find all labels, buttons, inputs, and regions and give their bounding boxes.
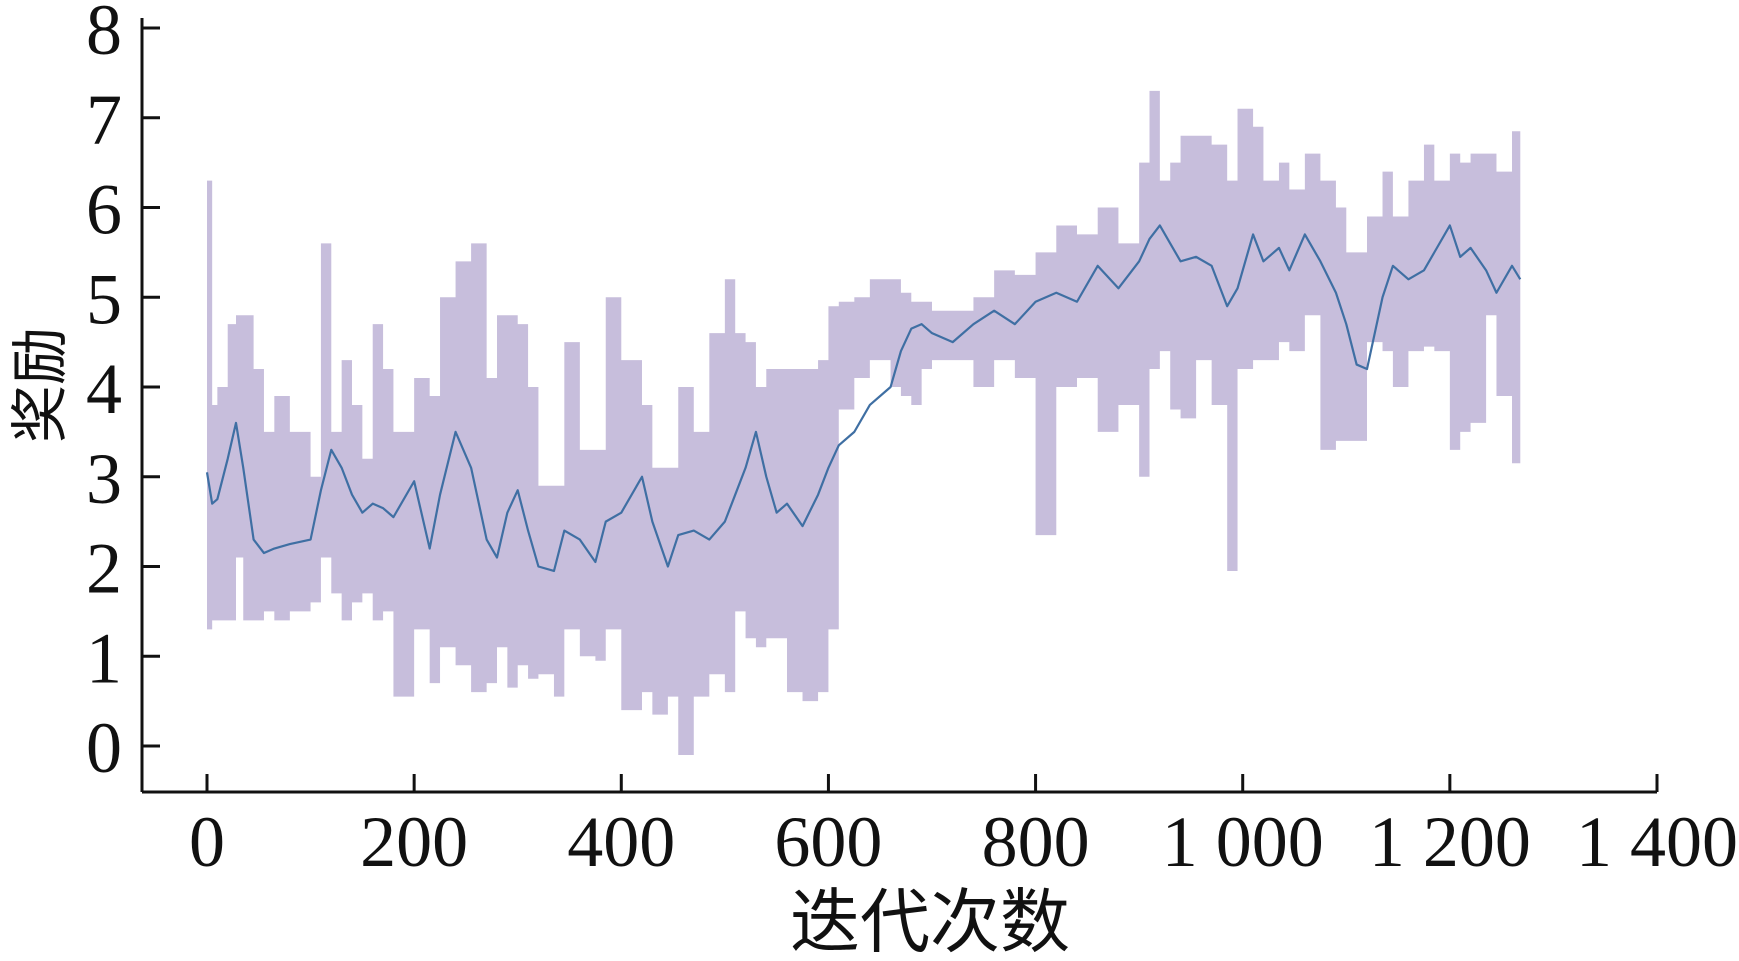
x-tick-label: 1 000 <box>1162 802 1324 882</box>
x-tick-label: 800 <box>982 802 1090 882</box>
confidence-band <box>207 90 1521 755</box>
axes: 0 1 2 3 4 5 6 7 8 0 200 400 600 800 1 000 1 200 1 400 <box>86 0 1738 882</box>
y-tick-label: 3 <box>86 439 122 519</box>
y-tick-label: 1 <box>86 618 122 698</box>
x-tick-label: 1 200 <box>1369 802 1531 882</box>
y-tick-label: 4 <box>86 349 122 429</box>
confidence-band-layer <box>207 90 1521 755</box>
x-axis-label: 迭代次数 <box>790 885 1070 956</box>
x-tick-label: 200 <box>360 802 468 882</box>
mean-line-layer <box>205 224 1522 573</box>
x-tick-label: 400 <box>567 802 675 882</box>
y-tick-label: 8 <box>86 0 122 70</box>
y-tick-label: 0 <box>86 708 122 788</box>
x-tick-label: 0 <box>189 802 225 882</box>
x-tick-label: 600 <box>774 802 882 882</box>
mean-reward-line <box>205 224 1522 573</box>
x-tick-label: 1 400 <box>1576 802 1738 882</box>
axis-labels: 迭代次数 奖励 <box>8 327 1070 961</box>
y-tick-label: 5 <box>86 259 122 339</box>
y-tick-label: 6 <box>86 170 122 250</box>
y-tick-label: 7 <box>86 80 122 160</box>
y-tick-label: 2 <box>86 529 122 609</box>
y-axis-label: 奖励 <box>8 327 73 443</box>
